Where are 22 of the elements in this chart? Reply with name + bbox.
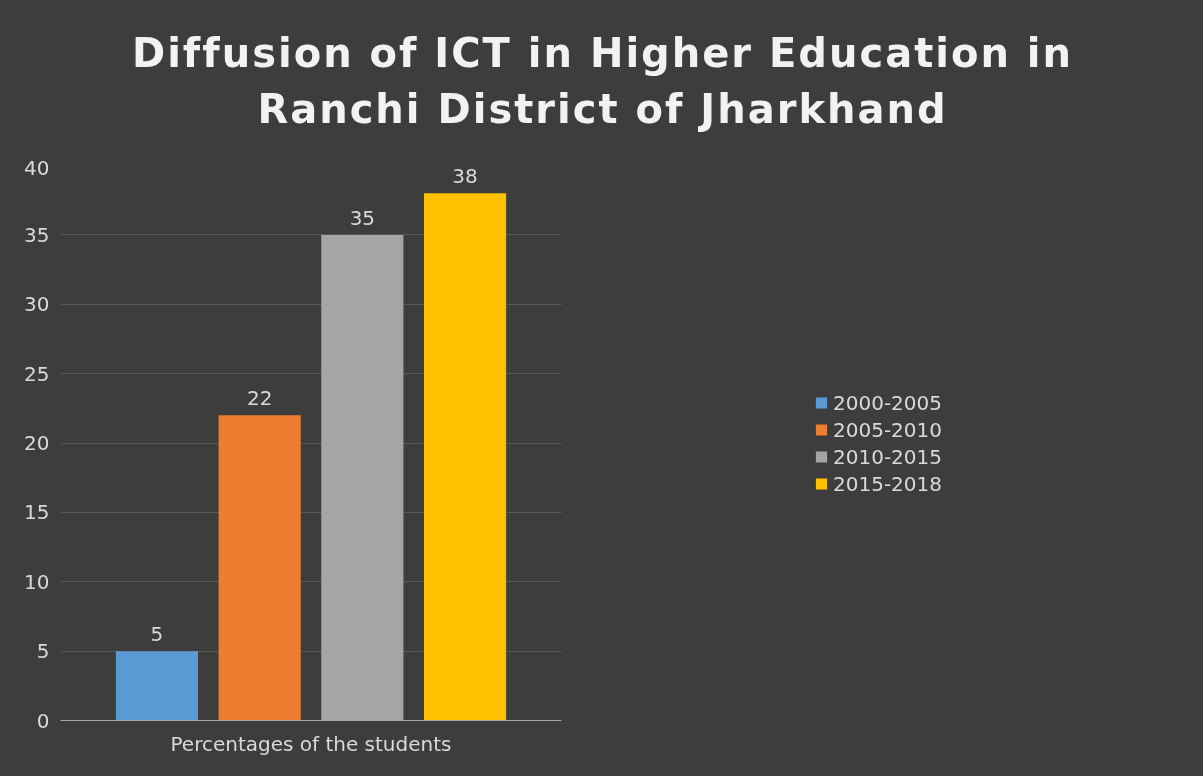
y-tick-label: 30 (24, 292, 50, 317)
y-tick-label: 25 (24, 361, 50, 386)
y-tick-label: 10 (24, 569, 50, 594)
legend-label: 2000-2005 (832, 390, 943, 414)
x-tick-label: Percentages of the students (170, 731, 452, 756)
bar (423, 193, 507, 721)
legend-label: 2005-2010 (832, 417, 943, 441)
data-label: 5 (150, 622, 164, 647)
y-tick-label: 35 (24, 222, 50, 247)
y-tick-label: 40 (24, 155, 50, 180)
chart-title: Diffusion of ICT in Higher Education in Ranchi District of Jharkhand (131, 29, 1074, 134)
y-tick-label: 20 (24, 431, 50, 455)
bar (115, 651, 199, 721)
legend-label: 2010-2015 (832, 444, 943, 468)
y-tick-label: 0 (36, 708, 50, 733)
y-tick-label: 15 (24, 500, 50, 525)
y-tick-label: 5 (36, 639, 50, 664)
data-label: 38 (452, 164, 478, 189)
legend-label: 2015-2018 (832, 471, 943, 495)
data-label: 35 (349, 205, 376, 230)
bar (218, 415, 301, 721)
data-label: 22 (246, 386, 273, 411)
